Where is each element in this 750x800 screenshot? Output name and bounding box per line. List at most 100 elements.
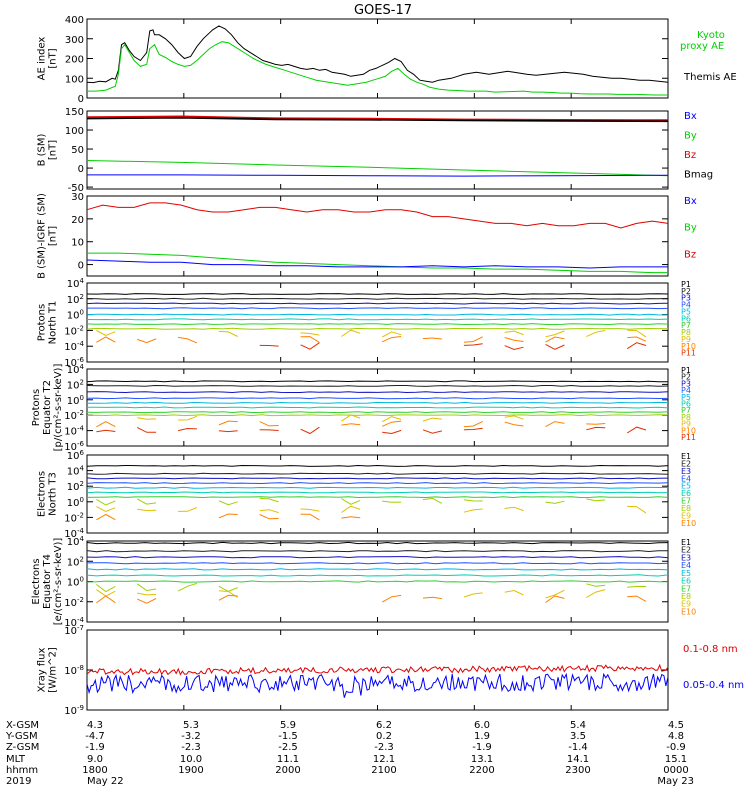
legend-entry: P8 (681, 328, 691, 337)
ephemeris-row-label: MLT (6, 754, 26, 765)
channel-segment (627, 336, 647, 342)
channel-segment (178, 336, 198, 344)
channel-segment (96, 421, 116, 428)
legend-entry: E7 (681, 497, 691, 506)
channel-line (86, 556, 669, 559)
ephemeris-value: 6.0 (474, 720, 490, 731)
channel-line (86, 580, 669, 583)
legend-entry: By (684, 131, 697, 142)
channel-segment (341, 414, 361, 422)
channel-segment (218, 513, 238, 519)
legend-entry: E10 (681, 607, 696, 616)
channel-segment (381, 594, 402, 603)
legend-entry: E2 (681, 546, 691, 555)
channel-segment (586, 423, 606, 425)
channel-segment (463, 343, 483, 346)
y-tick-label: 102 (67, 293, 84, 306)
legend-entry: P6 (681, 399, 691, 408)
legend-entry: By (684, 223, 697, 234)
legend-entry: E9 (681, 511, 691, 520)
channel-segment (178, 507, 198, 512)
channel-segment (96, 513, 116, 521)
legend-entry: P1 (681, 280, 691, 289)
y-tick-label: 10-2 (64, 511, 84, 524)
channel-segment (96, 336, 116, 343)
series-line-themis-ae (86, 25, 669, 84)
channel-segment (137, 417, 157, 420)
channel-segment (341, 498, 361, 505)
channel-segment (300, 513, 320, 521)
channel-segment (218, 330, 238, 337)
panel-protons_t1 (86, 282, 669, 363)
ephemeris-value: -1.4 (568, 742, 588, 753)
y-tick-label: 10-9 (64, 704, 84, 717)
legend-entry: P4 (681, 386, 691, 395)
y-axis-label: Equator T2 (42, 380, 53, 435)
channel-segment (300, 336, 320, 343)
channel-segment (463, 427, 483, 431)
channel-segment (300, 426, 320, 435)
y-tick-label: 104 (67, 277, 85, 290)
y-tick-label: 10-2 (64, 409, 84, 422)
channel-line (86, 574, 669, 577)
channel-segment (137, 338, 157, 344)
series-line-0-1-0-8-nm (86, 663, 669, 676)
legend-entry: Bz (684, 150, 696, 161)
ephemeris-value: 13.1 (471, 754, 493, 765)
y-axis-label: Protons (31, 389, 42, 426)
channel-line (86, 323, 669, 326)
legend-entry: P11 (681, 349, 696, 358)
legend-entry: E4 (681, 474, 691, 483)
channel-segment (96, 589, 116, 597)
channel-segment (504, 589, 524, 596)
channel-segment (136, 426, 157, 433)
channel-segment (422, 497, 443, 504)
series-line-bz (86, 202, 669, 229)
y-tick-label: 100 (65, 126, 84, 137)
channel-segment (463, 592, 483, 598)
y-axis-label: Equator T4 (42, 554, 53, 609)
channel-segment (504, 345, 524, 351)
channel-segment (259, 344, 279, 347)
channel-line (86, 477, 669, 480)
channel-segment (177, 582, 198, 592)
legend-entry: E6 (681, 577, 691, 586)
y-tick-label: 102 (67, 555, 84, 568)
channel-segment (504, 421, 524, 427)
channel-segment (545, 421, 565, 428)
legend-entry: E10 (681, 519, 696, 528)
y-tick-label: 30 (71, 192, 84, 203)
channel-segment (586, 329, 606, 338)
panel-b_igrf (86, 195, 669, 277)
legend-entry: P5 (681, 393, 691, 402)
legend-entry: Bmag (684, 170, 713, 181)
legend-entry: E1 (681, 452, 691, 461)
legend-entry: P3 (681, 294, 691, 303)
channel-segment (545, 330, 565, 338)
ephemeris-value: -3.2 (181, 731, 201, 742)
channel-segment (626, 426, 647, 434)
legend-entry: proxy AE (680, 41, 724, 52)
channel-segment (545, 589, 565, 599)
y-tick-label: 104 (67, 363, 85, 376)
legend-entry: Kyoto (697, 30, 725, 41)
y-tick-label: 0 (78, 164, 84, 175)
channel-line (87, 307, 669, 310)
legend-entry: Bx (684, 196, 697, 207)
y-tick-label: 300 (65, 35, 84, 46)
channel-segment (137, 592, 157, 596)
channel-segment (341, 505, 361, 513)
y-tick-label: 10-6 (64, 440, 84, 453)
channel-segment (136, 583, 157, 592)
y-tick-label: 10-8 (64, 664, 84, 677)
channel-line (86, 397, 669, 400)
legend-entry: P4 (681, 301, 691, 310)
ephemeris-value: 5.4 (570, 720, 586, 731)
channel-segment (463, 420, 483, 428)
y-axis-label: AE index (37, 37, 48, 81)
legend-entry: P11 (681, 433, 696, 442)
y-axis-label: [nT] (48, 140, 59, 160)
channel-segment (341, 516, 361, 519)
ephemeris-value: 2300 (565, 765, 590, 776)
channel-segment (382, 420, 402, 427)
